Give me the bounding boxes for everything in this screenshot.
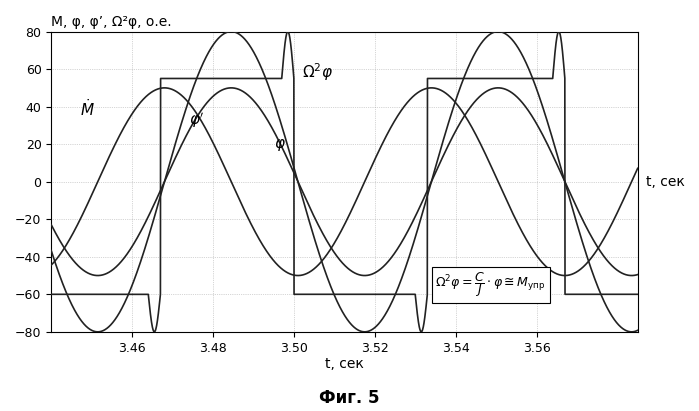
X-axis label: t, сек: t, сек bbox=[325, 357, 364, 372]
Text: $\Omega^2\varphi$: $\Omega^2\varphi$ bbox=[302, 62, 333, 83]
Text: $\varphi$: $\varphi$ bbox=[274, 137, 285, 153]
Text: Фиг. 5: Фиг. 5 bbox=[319, 389, 380, 407]
Text: $\varphi'$: $\varphi'$ bbox=[189, 111, 204, 130]
Text: M, φ, φ’, Ω²φ, о.е.: M, φ, φ’, Ω²φ, о.е. bbox=[51, 15, 172, 29]
Text: $\Omega^2\varphi = \dfrac{C}{J} \cdot \varphi \cong M_{\text{упр}}$: $\Omega^2\varphi = \dfrac{C}{J} \cdot \v… bbox=[435, 270, 546, 299]
Text: $\dot{M}$: $\dot{M}$ bbox=[80, 98, 94, 119]
Text: t, сек: t, сек bbox=[646, 175, 684, 189]
